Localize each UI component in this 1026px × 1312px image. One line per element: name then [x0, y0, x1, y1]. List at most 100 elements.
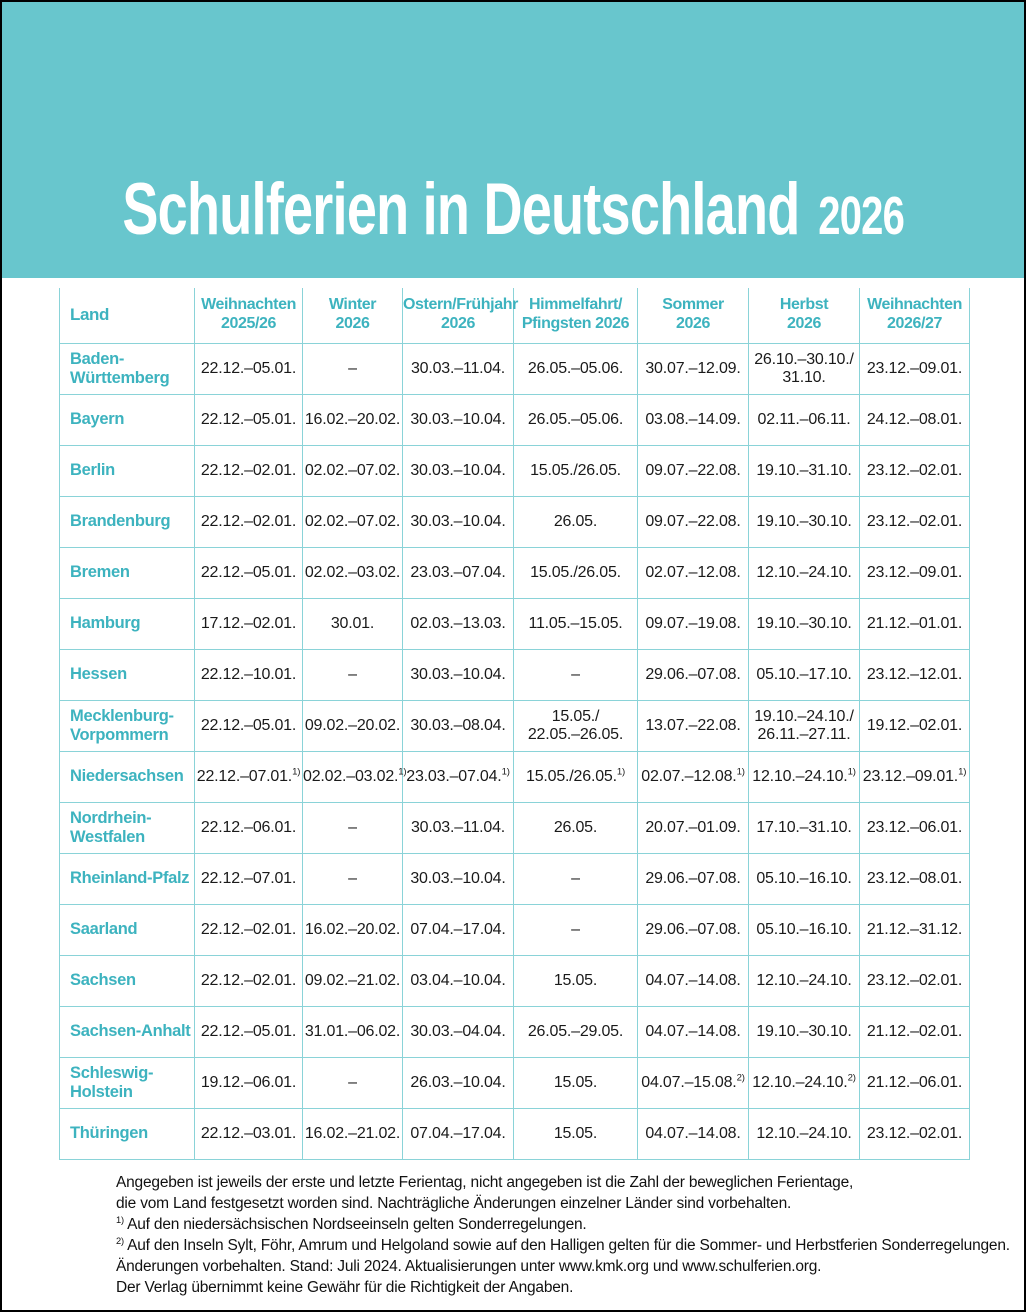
- date-cell: 15.05./22.05.–26.05.: [513, 699, 638, 752]
- state-name-cell: Saarland: [59, 903, 195, 956]
- date-cell: 23.12.–02.01.: [859, 444, 970, 497]
- date-cell: 15.05./26.05.: [513, 546, 638, 599]
- date-cell: 23.12.–02.01.: [859, 954, 970, 1007]
- date-cell: 05.10.–16.10.: [748, 903, 860, 956]
- date-cell: 22.12.–05.01.: [194, 393, 303, 446]
- date-cell: 12.10.–24.10.2): [748, 1056, 860, 1109]
- date-cell: 02.02.–03.02.: [302, 546, 403, 599]
- date-cell: 02.02.–07.02.: [302, 495, 403, 548]
- date-cell: –: [513, 903, 638, 956]
- column-header: Weihnachten 2025/26: [194, 288, 303, 344]
- date-cell: –: [302, 852, 403, 905]
- date-cell: 30.03.–11.04.: [402, 801, 514, 854]
- date-cell: 30.03.–08.04.: [402, 699, 514, 752]
- date-cell: –: [302, 648, 403, 701]
- date-cell: 19.10.–24.10./26.11.–27.11.: [748, 699, 860, 752]
- state-name-cell: Rheinland-Pfalz: [59, 852, 195, 905]
- table-row: Bayern 22.12.–05.01. 16.02.–20.02. 30.03.–1…: [59, 393, 970, 446]
- date-cell: 30.03.–10.04.: [402, 495, 514, 548]
- table-head: Land Weihnachten 2025/26 Winter 2026 Ostern/F…: [59, 288, 970, 344]
- column-header-land: Land: [59, 288, 195, 344]
- date-cell: 19.10.–30.10.: [748, 1005, 860, 1058]
- date-cell: 26.03.–10.04.: [402, 1056, 514, 1109]
- date-cell: 26.05.: [513, 495, 638, 548]
- content-area: Land Weihnachten 2025/26 Winter 2026 Ostern/F…: [59, 288, 1010, 1298]
- date-cell: 23.03.–07.04.1): [402, 750, 514, 803]
- table-row: Niedersachsen 22.12.–07.01.1) 02.02.–03.02…: [59, 750, 970, 803]
- date-cell: 21.12.–01.01.: [859, 597, 970, 650]
- date-cell: 13.07.–22.08.: [637, 699, 749, 752]
- date-cell: –: [302, 1056, 403, 1109]
- date-cell: 29.06.–07.08.: [637, 903, 749, 956]
- title-banner: Schulferien in Deutschland 2026: [2, 2, 1024, 278]
- date-cell: 26.10.–30.10./31.10.: [748, 342, 860, 395]
- footnote-line: Angegeben ist jeweils der erste und letz…: [116, 1173, 854, 1191]
- date-cell: 22.12.–02.01.: [194, 444, 303, 497]
- date-cell: 04.07.–14.08.: [637, 954, 749, 1007]
- date-cell: 03.08.–14.09.: [637, 393, 749, 446]
- date-cell: 07.04.–17.04.: [402, 1107, 514, 1160]
- date-cell: 23.12.–02.01.: [859, 495, 970, 548]
- date-cell: 04.07.–14.08.: [637, 1107, 749, 1160]
- date-cell: 07.04.–17.04.: [402, 903, 514, 956]
- date-cell: 12.10.–24.10.1): [748, 750, 860, 803]
- date-cell: 19.10.–31.10.: [748, 444, 860, 497]
- date-cell: 30.03.–04.04.: [402, 1005, 514, 1058]
- date-cell: 15.05.: [513, 1107, 638, 1160]
- footnote-line: Der Verlag übernimmt keine Gewähr für di…: [116, 1278, 574, 1296]
- date-cell: 19.12.–06.01.: [194, 1056, 303, 1109]
- date-cell: 22.12.–05.01.: [194, 546, 303, 599]
- date-cell: 23.12.–06.01.: [859, 801, 970, 854]
- column-header: Ostern/Frühjahr 2026: [402, 288, 518, 344]
- date-cell: 12.10.–24.10.: [748, 1107, 860, 1160]
- table-body: Baden- Württemberg 22.12.–05.01. –30.03.–11…: [59, 342, 970, 1160]
- state-name-cell: Baden- Württemberg: [59, 342, 195, 395]
- state-name-cell: Hamburg: [59, 597, 195, 650]
- date-cell: 30.03.–11.04.: [402, 342, 514, 395]
- table-row: Rheinland-Pfalz 22.12.–07.01. –30.03.–10.0…: [59, 852, 970, 905]
- state-name-cell: Brandenburg: [59, 495, 195, 548]
- date-cell: 22.12.–07.01.1): [194, 750, 303, 803]
- column-header: Winter 2026: [302, 288, 403, 344]
- table-row: Mecklenburg- Vorpommern 22.12.–05.01. 09.02…: [59, 699, 970, 752]
- table-row: Sachsen 22.12.–02.01. 09.02.–21.02. 03.04.–…: [59, 954, 970, 1007]
- date-cell: 22.12.–05.01.: [194, 342, 303, 395]
- date-cell: –: [513, 852, 638, 905]
- date-cell: 02.07.–12.08.1): [637, 750, 749, 803]
- date-cell: 16.02.–20.02.: [302, 903, 403, 956]
- date-cell: 11.05.–15.05.: [513, 597, 638, 650]
- date-cell: 09.07.–19.08.: [637, 597, 749, 650]
- date-cell: 22.12.–07.01.: [194, 852, 303, 905]
- state-name-cell: Sachsen: [59, 954, 195, 1007]
- date-cell: 30.03.–10.04.: [402, 852, 514, 905]
- date-cell: 22.12.–05.01.: [194, 699, 303, 752]
- date-cell: 19.10.–30.10.: [748, 597, 860, 650]
- date-cell: 30.03.–10.04.: [402, 648, 514, 701]
- state-name-cell: Sachsen-Anhalt: [59, 1005, 195, 1058]
- state-name-cell: Thüringen: [59, 1107, 195, 1160]
- column-header: Sommer 2026: [637, 288, 749, 344]
- date-cell: 19.12.–02.01.: [859, 699, 970, 752]
- table-row: Hessen 22.12.–10.01. –30.03.–10.04. –29.06.…: [59, 648, 970, 701]
- date-cell: 21.12.–06.01.: [859, 1056, 970, 1109]
- date-cell: 19.10.–30.10.: [748, 495, 860, 548]
- date-cell: –: [302, 801, 403, 854]
- table-row: Nordrhein- Westfalen 22.12.–06.01. –30.03.–…: [59, 801, 970, 854]
- date-cell: 15.05.: [513, 954, 638, 1007]
- footnotes: Angegeben ist jeweils der erste und letz…: [116, 1172, 1010, 1298]
- state-name-cell: Schleswig- Holstein: [59, 1056, 195, 1109]
- table-row: Sachsen-Anhalt 22.12.–05.01. 31.01.–06.02.…: [59, 1005, 970, 1058]
- date-cell: 02.07.–12.08.: [637, 546, 749, 599]
- table-row: Saarland 22.12.–02.01. 16.02.–20.02. 07.04.…: [59, 903, 970, 956]
- date-cell: 22.12.–03.01.: [194, 1107, 303, 1160]
- date-cell: 23.12.–12.01.: [859, 648, 970, 701]
- column-header: Herbst 2026: [748, 288, 860, 344]
- table-row: Thüringen 22.12.–03.01. 16.02.–21.02. 07.04…: [59, 1107, 970, 1160]
- date-cell: 15.05.: [513, 1056, 638, 1109]
- date-cell: 22.12.–05.01.: [194, 1005, 303, 1058]
- date-cell: 22.12.–06.01.: [194, 801, 303, 854]
- state-name-cell: Niedersachsen: [59, 750, 195, 803]
- footnote-line: 2) Auf den Inseln Sylt, Föhr, Amrum und …: [116, 1235, 1010, 1254]
- date-cell: 22.12.–02.01.: [194, 495, 303, 548]
